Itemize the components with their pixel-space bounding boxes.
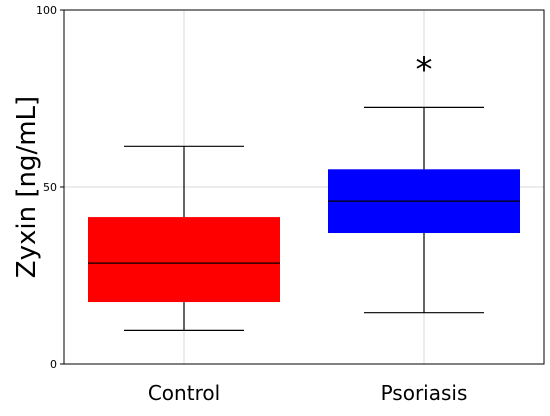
y-axis-label: Zyxin [ng/mL] (12, 96, 42, 278)
annotations: * (416, 50, 433, 90)
box-control (88, 145, 280, 331)
y-tick-label: 50 (43, 181, 57, 194)
box-body (88, 217, 280, 303)
y-axis-ticks: 0 50 100 (36, 4, 64, 371)
y-tick-label: 0 (50, 358, 57, 371)
x-category-label: Psoriasis (381, 381, 468, 405)
significance-marker: * (416, 50, 433, 90)
box-psoriasis (328, 106, 520, 314)
x-category-label: Control (148, 381, 220, 405)
x-axis-categories: Control Psoriasis (148, 381, 468, 405)
boxes (88, 106, 520, 331)
y-tick-label: 100 (36, 4, 57, 17)
